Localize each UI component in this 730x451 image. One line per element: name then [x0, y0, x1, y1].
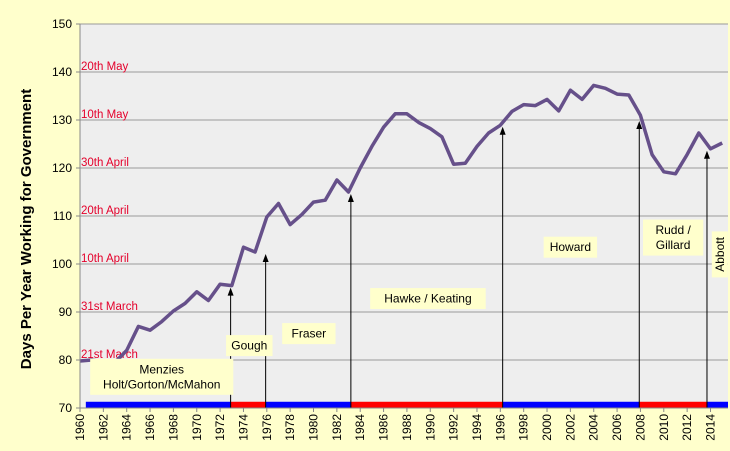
date-marker-label: 10th April: [81, 253, 129, 265]
arrow-head: [347, 194, 354, 202]
pm-label-box: [226, 335, 273, 357]
x-tick-label: 2000: [540, 414, 554, 441]
y-tick-label: 110: [53, 209, 72, 223]
date-marker-label: 30th April: [81, 157, 129, 169]
x-tick-label: 1970: [190, 414, 204, 441]
pm-label-box: [711, 231, 728, 278]
date-marker-label: 20th April: [81, 205, 129, 217]
y-tick-label: 140: [52, 65, 72, 79]
pm-label-box: [370, 288, 486, 310]
x-tick-label: 1976: [260, 414, 274, 441]
x-tick-label: 2014: [703, 414, 717, 441]
x-tick-label: 1960: [73, 414, 87, 441]
x-tick-label: 1974: [236, 414, 250, 441]
arrow-head: [262, 254, 269, 262]
government-period-bar: [502, 401, 640, 408]
x-tick-label: 1982: [330, 414, 344, 441]
x-tick-label: 2002: [563, 414, 577, 441]
arrow-head: [227, 287, 234, 296]
government-period-bars: [85, 401, 728, 408]
x-tick-label: 2008: [633, 414, 647, 441]
pm-label: Rudd /Gillard: [642, 219, 704, 256]
pm-label: Gough: [226, 335, 273, 357]
government-period-bar: [85, 401, 231, 408]
y-tick-label: 80: [59, 353, 73, 367]
x-tick-label: 1980: [307, 414, 321, 441]
x-tick-label: 1992: [447, 414, 461, 441]
y-tick-label: 100: [52, 257, 72, 271]
x-tick-label: 2006: [610, 414, 624, 441]
x-tick-label: 2010: [657, 414, 671, 441]
government-period-bar: [230, 401, 266, 408]
pm-label: Howard: [543, 236, 598, 258]
x-tick-label: 1986: [377, 414, 391, 441]
date-marker-label: 31st March: [81, 301, 138, 313]
x-tick-label: 1996: [493, 414, 507, 441]
y-tick-label: 70: [59, 401, 73, 415]
pm-label: Hawke / Keating: [370, 288, 486, 310]
x-tick-label: 1994: [470, 414, 484, 441]
pm-label-text: Gillard: [656, 238, 691, 252]
x-tick-label: 1962: [96, 414, 110, 441]
x-tick-label: 1978: [283, 414, 297, 441]
x-tick-label: 1998: [517, 414, 531, 441]
y-tick-label: 90: [59, 305, 73, 319]
x-tick-label: 1966: [143, 414, 157, 441]
y-tick-label: 150: [52, 17, 72, 31]
arrow-head: [636, 121, 643, 130]
date-marker-label: 10th May: [81, 109, 129, 121]
pm-label-text: Rudd /: [655, 223, 691, 237]
government-period-bar: [706, 401, 728, 408]
pm-label: Abbott: [711, 231, 728, 278]
arrow-head: [499, 126, 506, 135]
date-marker-label: 20th May: [81, 61, 129, 73]
x-tick-label: 1984: [353, 414, 367, 441]
x-tick-label: 2012: [680, 414, 694, 441]
government-period-bar: [350, 401, 503, 408]
x-tick-label: 1988: [400, 414, 414, 441]
government-change-arrows: [227, 121, 710, 408]
pm-label-text: Menzies: [139, 362, 184, 376]
x-tick-label: 1964: [120, 414, 134, 441]
pm-label-box: [90, 358, 234, 395]
pm-label: Fraser: [282, 323, 336, 345]
pm-label-box: [282, 323, 336, 345]
government-period-bar: [639, 401, 707, 408]
x-tick-label: 1968: [166, 414, 180, 441]
pm-label-text: Fraser: [292, 327, 327, 341]
x-tick-label: 1972: [213, 414, 227, 441]
gridlines: [80, 23, 728, 409]
pm-label-text: Hawke / Keating: [384, 292, 471, 306]
series-line: [79, 83, 723, 365]
y-axis-label: Days Per Year Working for Government: [18, 89, 35, 369]
y-tick-label: 120: [52, 161, 72, 175]
x-tick-label: 2004: [587, 414, 601, 441]
pm-label-box: [543, 236, 598, 258]
y-tick-label: 130: [52, 113, 72, 127]
arrow-head: [703, 150, 710, 159]
pm-label-text: Abbott: [713, 236, 727, 271]
pm-label-text: Gough: [231, 339, 267, 353]
axes: 70 80 90 100 110 120 130 140 150 1960 1962 1964 1966…: [52, 17, 728, 441]
x-tick-label: 1990: [423, 414, 437, 441]
government-period-bar: [265, 401, 351, 408]
pm-label-text: Howard: [550, 240, 591, 254]
pm-label-text: Holt/Gorton/McMahon: [103, 377, 220, 391]
pm-label-box: [642, 219, 704, 256]
